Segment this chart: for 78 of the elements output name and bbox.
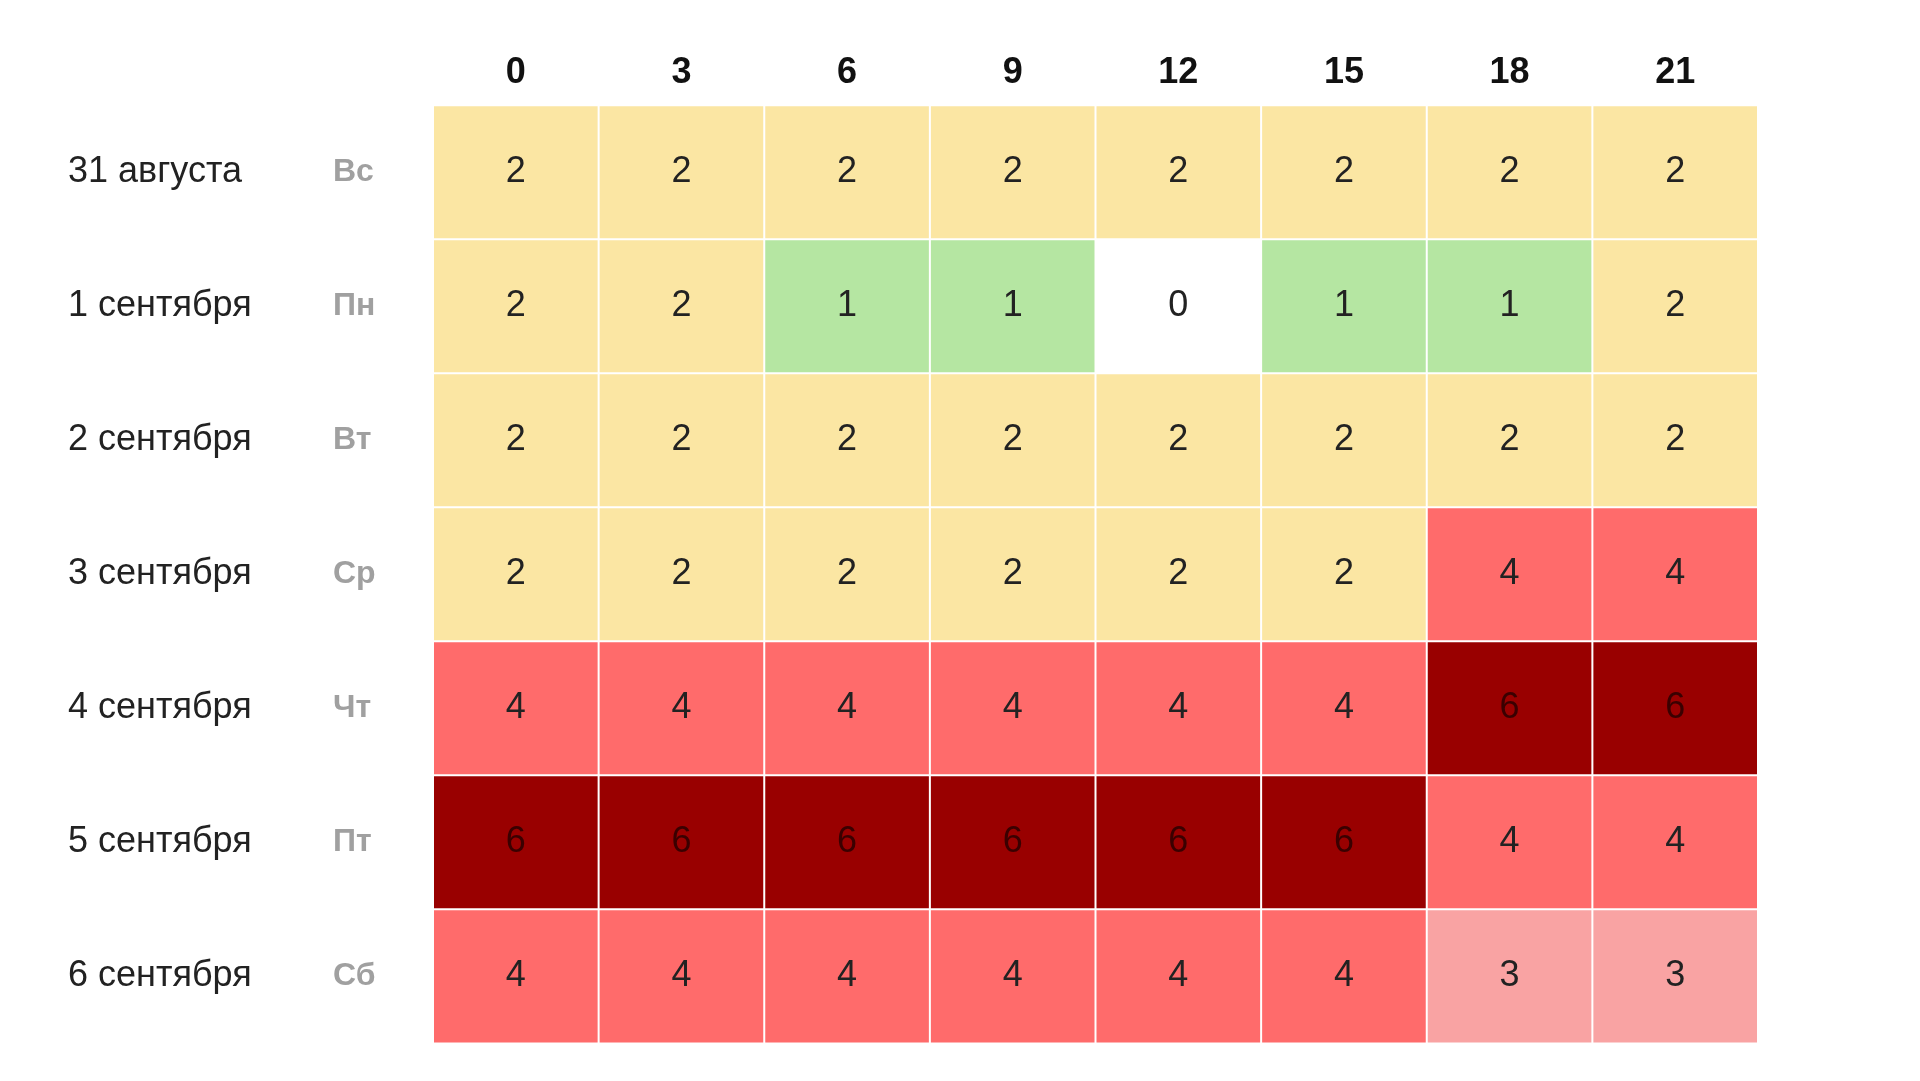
y-tick-label: 2 сентября [68, 417, 252, 459]
data-label: 4 [505, 953, 526, 995]
data-label: 2 [671, 551, 692, 593]
x-tick-label: 0 [505, 49, 526, 91]
x-tick-label: 9 [1002, 49, 1023, 91]
data-label: 4 [1499, 819, 1520, 861]
data-label: 4 [1333, 953, 1354, 995]
data-label: 0 [1168, 283, 1189, 325]
x-tick-label: 18 [1489, 49, 1530, 91]
data-label: 2 [1499, 149, 1520, 191]
data-label: 4 [1333, 685, 1354, 727]
data-label: 2 [1002, 551, 1023, 593]
data-label: 4 [1168, 685, 1189, 727]
data-label: 2 [1002, 149, 1023, 191]
x-tick-label: 15 [1323, 49, 1364, 91]
data-label: 6 [837, 819, 858, 861]
data-label: 3 [1665, 953, 1686, 995]
data-label: 2 [1168, 149, 1189, 191]
data-label: 6 [671, 819, 692, 861]
data-label: 4 [1665, 551, 1686, 593]
data-label: 4 [671, 953, 692, 995]
data-label: 1 [1333, 283, 1354, 325]
y2-tick-label: Ср [333, 554, 376, 591]
data-label: 2 [1665, 417, 1686, 459]
data-label: 4 [1002, 953, 1023, 995]
data-label: 6 [1002, 819, 1023, 861]
data-label: 1 [1002, 283, 1023, 325]
data-label: 2 [1665, 149, 1686, 191]
data-label: 2 [671, 283, 692, 325]
y-tick-label: 31 августа [68, 149, 243, 191]
data-label: 1 [1499, 283, 1520, 325]
data-label: 2 [837, 417, 858, 459]
data-label: 2 [1333, 149, 1354, 191]
data-label: 4 [1665, 819, 1686, 861]
y-tick-label: 3 сентября [68, 551, 252, 593]
data-label: 2 [837, 149, 858, 191]
y-tick-label: 5 сентября [68, 819, 252, 861]
y-tick-label: 6 сентября [68, 953, 252, 995]
y2-tick-label: Вт [333, 420, 372, 457]
data-label: 4 [837, 685, 858, 727]
data-label: 4 [505, 685, 526, 727]
x-tick-label: 21 [1655, 49, 1696, 91]
x-tick-label: 3 [671, 49, 692, 91]
data-label: 4 [671, 685, 692, 727]
data-label: 4 [1499, 551, 1520, 593]
y-tick-label: 1 сентября [68, 283, 252, 325]
data-label: 4 [1002, 685, 1023, 727]
data-label: 2 [671, 149, 692, 191]
data-label: 4 [1168, 953, 1189, 995]
y-tick-label: 4 сентября [68, 685, 252, 727]
data-label: 2 [1168, 417, 1189, 459]
data-label: 4 [837, 953, 858, 995]
y2-tick-label: Чт [333, 688, 372, 725]
y2-tick-label: Сб [333, 956, 376, 993]
data-label: 2 [505, 283, 526, 325]
data-label: 6 [1499, 685, 1520, 727]
data-label: 2 [505, 551, 526, 593]
data-label: 2 [1168, 551, 1189, 593]
data-label: 2 [1499, 417, 1520, 459]
data-label: 6 [1665, 685, 1686, 727]
y2-tick-label: Пт [333, 822, 372, 859]
data-label: 2 [671, 417, 692, 459]
y2-tick-label: Вс [333, 152, 374, 189]
data-label: 2 [837, 551, 858, 593]
data-label: 2 [505, 417, 526, 459]
data-label: 6 [1333, 819, 1354, 861]
data-label: 2 [1002, 417, 1023, 459]
x-tick-label: 6 [837, 49, 858, 91]
data-label: 2 [1665, 283, 1686, 325]
y2-tick-label: Пн [333, 286, 376, 323]
data-label: 6 [1168, 819, 1189, 861]
data-label: 2 [1333, 417, 1354, 459]
data-label: 2 [505, 149, 526, 191]
data-label: 1 [837, 283, 858, 325]
data-label: 3 [1499, 953, 1520, 995]
x-tick-label: 12 [1158, 49, 1199, 91]
data-label: 6 [505, 819, 526, 861]
data-label: 2 [1333, 551, 1354, 593]
